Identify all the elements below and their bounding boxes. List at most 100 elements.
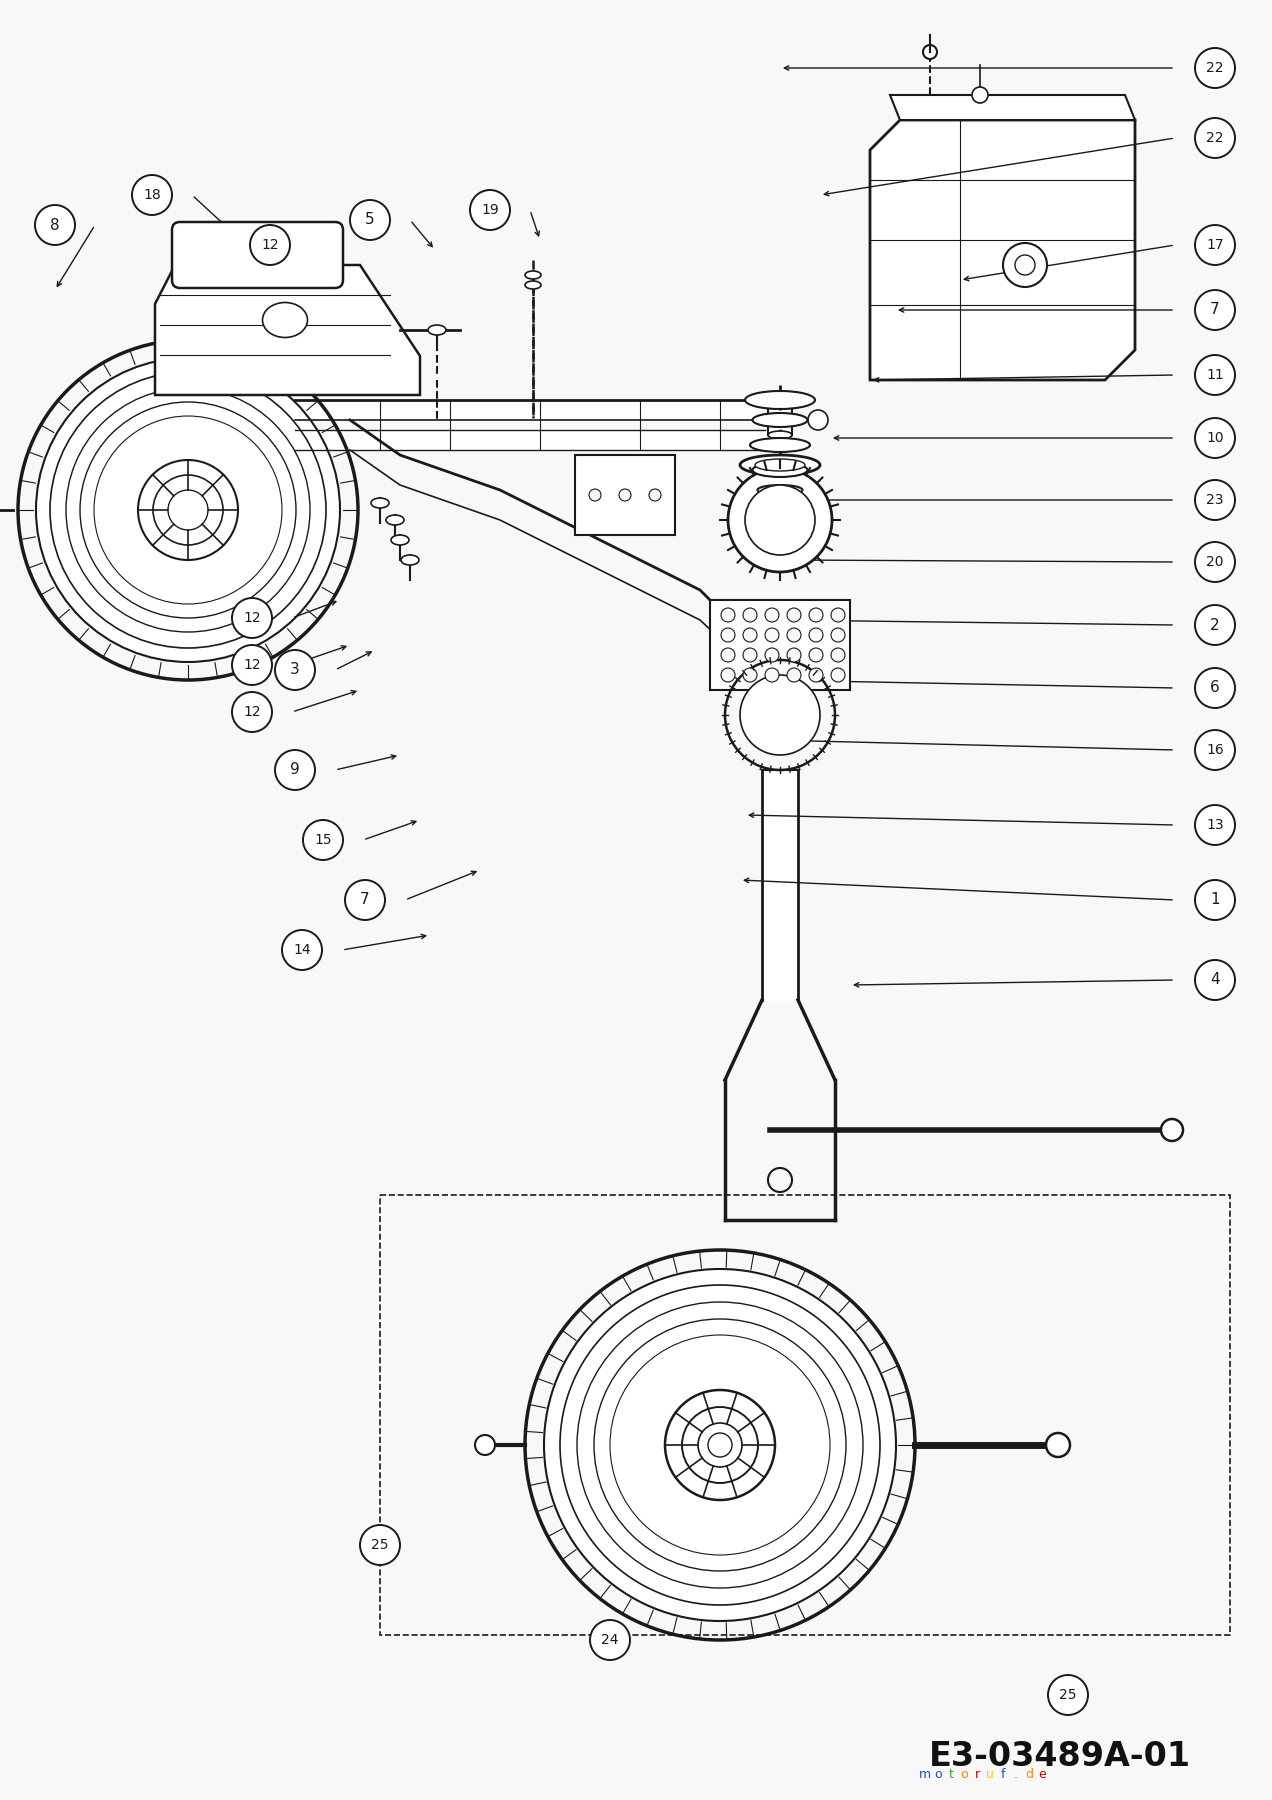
Text: 17: 17 (1206, 238, 1224, 252)
Ellipse shape (391, 535, 410, 545)
Circle shape (831, 628, 845, 643)
Circle shape (809, 668, 823, 682)
Circle shape (1194, 225, 1235, 265)
Bar (575, 455, 675, 535)
Circle shape (1194, 959, 1235, 1001)
Circle shape (1004, 243, 1047, 286)
Circle shape (721, 668, 735, 682)
Circle shape (619, 490, 631, 500)
Text: m: m (918, 1768, 931, 1782)
Text: 3: 3 (290, 662, 300, 677)
Text: 4: 4 (1210, 972, 1220, 988)
Circle shape (972, 86, 988, 103)
Circle shape (764, 628, 778, 643)
Circle shape (360, 1525, 399, 1564)
Circle shape (665, 1390, 775, 1499)
Circle shape (809, 628, 823, 643)
Circle shape (923, 45, 937, 59)
Circle shape (809, 608, 823, 623)
Circle shape (787, 608, 801, 623)
Circle shape (132, 175, 172, 214)
Text: E3-03489A-01: E3-03489A-01 (929, 1739, 1191, 1773)
Circle shape (275, 650, 315, 689)
Text: 23: 23 (1206, 493, 1224, 508)
Text: 13: 13 (1206, 817, 1224, 832)
Circle shape (764, 648, 778, 662)
Circle shape (1194, 668, 1235, 707)
Circle shape (1048, 1676, 1088, 1715)
Circle shape (232, 598, 272, 637)
Ellipse shape (740, 455, 820, 475)
Circle shape (743, 648, 757, 662)
Circle shape (787, 668, 801, 682)
Ellipse shape (758, 484, 803, 495)
Circle shape (682, 1408, 758, 1483)
Circle shape (743, 608, 757, 623)
Circle shape (282, 931, 322, 970)
Text: 18: 18 (144, 187, 160, 202)
Circle shape (36, 358, 340, 662)
Circle shape (649, 490, 661, 500)
Circle shape (1194, 290, 1235, 329)
Circle shape (1015, 256, 1035, 275)
Text: 12: 12 (261, 238, 279, 252)
Circle shape (743, 628, 757, 643)
Circle shape (1194, 418, 1235, 457)
Circle shape (232, 691, 272, 733)
Text: d: d (1025, 1768, 1033, 1782)
Circle shape (303, 821, 343, 860)
Ellipse shape (401, 554, 418, 565)
Ellipse shape (756, 459, 805, 472)
Circle shape (474, 1435, 495, 1454)
Polygon shape (870, 121, 1135, 380)
Circle shape (275, 751, 315, 790)
Circle shape (709, 1433, 731, 1456)
Text: o: o (934, 1768, 941, 1782)
Text: 20: 20 (1206, 554, 1224, 569)
Ellipse shape (753, 412, 808, 427)
Bar (380, 1195, 1230, 1634)
Text: 25: 25 (1060, 1688, 1077, 1703)
Circle shape (589, 490, 600, 500)
Circle shape (1161, 1120, 1183, 1141)
Circle shape (590, 1620, 630, 1660)
Text: 10: 10 (1206, 430, 1224, 445)
Circle shape (665, 1390, 775, 1499)
Text: 22: 22 (1206, 61, 1224, 76)
Circle shape (831, 608, 845, 623)
Ellipse shape (525, 272, 541, 279)
Circle shape (137, 461, 238, 560)
Circle shape (36, 205, 75, 245)
Circle shape (345, 880, 385, 920)
Circle shape (831, 668, 845, 682)
Circle shape (232, 644, 272, 686)
Text: t: t (949, 1768, 954, 1782)
Text: 1: 1 (1210, 893, 1220, 907)
Bar (710, 599, 850, 689)
Circle shape (808, 410, 828, 430)
Circle shape (698, 1424, 742, 1467)
Circle shape (764, 668, 778, 682)
Text: 12: 12 (243, 659, 261, 671)
Text: 5: 5 (365, 212, 375, 227)
Circle shape (768, 1168, 792, 1192)
Circle shape (1194, 49, 1235, 88)
FancyBboxPatch shape (172, 221, 343, 288)
Text: 24: 24 (602, 1633, 618, 1647)
Ellipse shape (385, 515, 404, 526)
Circle shape (1194, 542, 1235, 581)
Text: e: e (1038, 1768, 1046, 1782)
Text: 15: 15 (314, 833, 332, 848)
Circle shape (1194, 355, 1235, 394)
Circle shape (153, 475, 223, 545)
Circle shape (251, 225, 290, 265)
Ellipse shape (768, 430, 792, 439)
Text: 25: 25 (371, 1537, 389, 1552)
Circle shape (728, 468, 832, 572)
Ellipse shape (525, 281, 541, 290)
Circle shape (787, 628, 801, 643)
Circle shape (809, 648, 823, 662)
Text: 14: 14 (293, 943, 310, 958)
Ellipse shape (371, 499, 389, 508)
Ellipse shape (262, 302, 308, 338)
